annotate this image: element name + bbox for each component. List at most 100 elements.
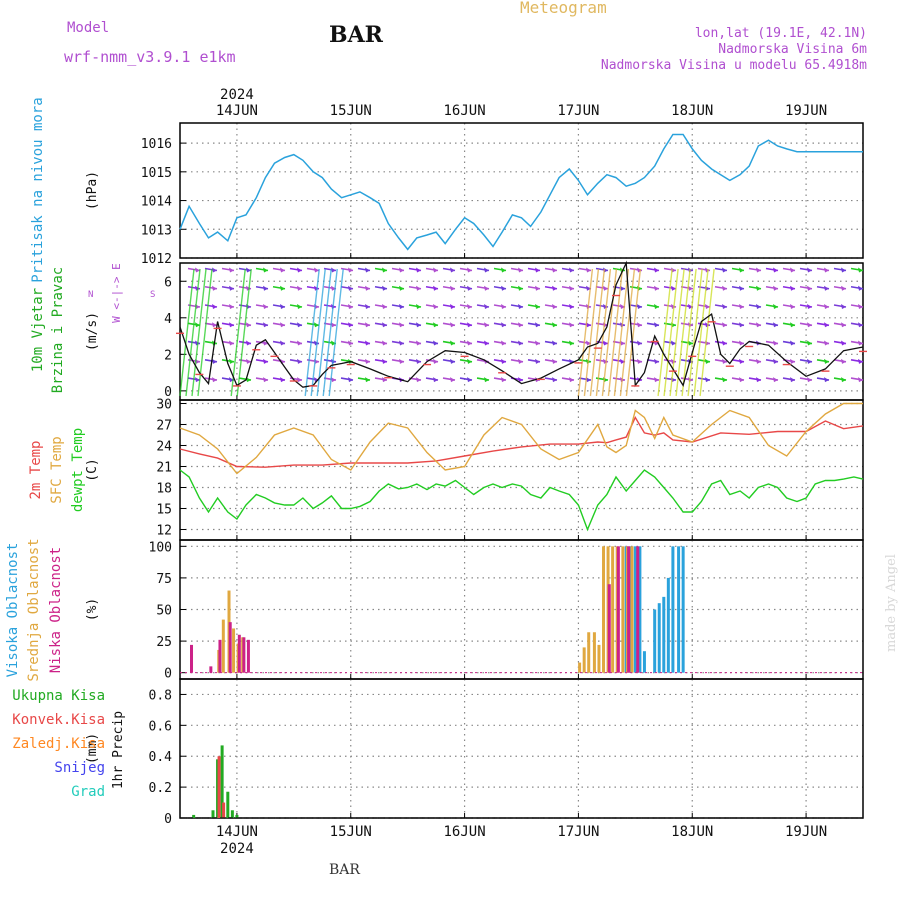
wind-arrow-head bbox=[773, 377, 778, 383]
wind-gust-stroke bbox=[185, 268, 201, 397]
precip-bar bbox=[230, 810, 234, 818]
wind-arrow-head bbox=[773, 267, 778, 273]
wind-arrow-head bbox=[518, 285, 523, 291]
wind-arrow-head bbox=[637, 340, 642, 346]
wind-arrow-head bbox=[858, 304, 863, 310]
wind-arrow-head bbox=[518, 322, 523, 328]
cloud-bar bbox=[642, 651, 646, 673]
wind-arrow-head bbox=[365, 322, 370, 328]
y-tick-label: 24 bbox=[156, 440, 172, 455]
wind-arrow-head bbox=[467, 267, 472, 273]
pressure-axis-label: Pritisak na nivou mora bbox=[30, 97, 46, 282]
wind-arrow-head bbox=[518, 358, 523, 364]
wind-arrow-head bbox=[450, 322, 455, 328]
precip-bar bbox=[222, 802, 226, 818]
wind-arrow-head bbox=[229, 304, 234, 310]
wind-arrow-head bbox=[501, 358, 506, 364]
wind-arrow-head bbox=[433, 304, 438, 310]
wind-arrow-head bbox=[654, 285, 659, 291]
wind-arrow-head bbox=[195, 377, 200, 383]
panel-frame-precipitation bbox=[179, 678, 864, 819]
wind-arrow-head bbox=[688, 304, 693, 310]
wind-arrow-head bbox=[620, 304, 625, 310]
wind-arrow-head bbox=[331, 285, 336, 291]
unit-label-precipitation: (mm) bbox=[85, 733, 100, 764]
cloud-bar bbox=[630, 546, 634, 673]
t2m-line bbox=[179, 415, 864, 468]
wind-arrow-head bbox=[586, 322, 591, 328]
wind-arrow-head bbox=[739, 285, 744, 291]
wind-arrow-head bbox=[212, 358, 217, 364]
wind-arrow-head bbox=[824, 340, 829, 346]
cloud-bar bbox=[638, 546, 642, 673]
wind-arrow-head bbox=[569, 322, 574, 328]
wind-arrow-head bbox=[671, 285, 676, 291]
wind-arrow-head bbox=[773, 304, 778, 310]
wind-arrow-head bbox=[773, 285, 778, 291]
top-date-label: 17JUN bbox=[557, 103, 599, 119]
bottom-date-label: 17JUN bbox=[557, 824, 599, 840]
wind-arrow-head bbox=[467, 322, 472, 328]
wind-gust-stroke bbox=[663, 268, 679, 397]
cloud-bar bbox=[627, 546, 631, 673]
wind-gust-stroke bbox=[230, 268, 246, 397]
wind-arrow-head bbox=[535, 340, 540, 346]
wind-arrow-head bbox=[739, 267, 744, 273]
wind-arrow-head bbox=[280, 377, 285, 383]
wind-arrow-head bbox=[722, 340, 727, 346]
wind-gust-stroke bbox=[577, 268, 594, 397]
wind-arrow-head bbox=[790, 340, 795, 346]
wind-gust-stroke bbox=[607, 268, 624, 397]
wind-arrow-head bbox=[416, 358, 421, 364]
cloud-bar bbox=[611, 546, 615, 673]
wind-arrow-head bbox=[824, 358, 829, 364]
wind-arrow-head bbox=[603, 304, 608, 310]
y-tick-label: 30 bbox=[156, 398, 172, 413]
y-tick-label: 18 bbox=[156, 482, 172, 497]
wind-arrow-head bbox=[484, 285, 489, 291]
wind-arrow-head bbox=[535, 267, 540, 273]
wind-arrow-head bbox=[535, 358, 540, 364]
cloud-bar bbox=[228, 622, 232, 673]
wind-arrow-head bbox=[212, 377, 217, 383]
wind-arrow-head bbox=[450, 340, 455, 346]
wind-arrow-head bbox=[807, 285, 812, 291]
wind-arrow-head bbox=[790, 304, 795, 310]
wind-gust-stroke bbox=[619, 268, 636, 397]
wind-arrow-head bbox=[263, 285, 268, 291]
wind-arrow-head bbox=[450, 358, 455, 364]
wind-arrow-head bbox=[212, 267, 217, 273]
wind-gust-stroke bbox=[310, 268, 326, 397]
y-tick-label: 25 bbox=[156, 635, 172, 650]
wind-arrow-head bbox=[773, 340, 778, 346]
wind-arrow-head bbox=[518, 267, 523, 273]
wind-arrow-head bbox=[501, 322, 506, 328]
wind-arrow-head bbox=[348, 377, 353, 383]
compass-north: N bbox=[88, 290, 93, 300]
wind-arrow-head bbox=[756, 322, 761, 328]
wind-arrow-head bbox=[603, 358, 608, 364]
low-cloud-axis-label: Niska Oblacnost bbox=[48, 547, 64, 673]
wind-arrow-head bbox=[739, 377, 744, 383]
cloud-bar bbox=[681, 546, 685, 673]
cloud-bar bbox=[607, 584, 611, 673]
y-tick-label: 12 bbox=[156, 524, 172, 539]
y-tick-label: 1013 bbox=[141, 223, 172, 238]
y-tick-label: 0 bbox=[164, 667, 172, 682]
y-tick-label: 27 bbox=[156, 419, 172, 434]
wind-arrow-head bbox=[620, 340, 625, 346]
wind-arrow-head bbox=[739, 340, 744, 346]
wind-arrow-head bbox=[790, 285, 795, 291]
wind-arrow-head bbox=[229, 285, 234, 291]
top-date-label: 15JUN bbox=[330, 103, 372, 119]
wind-arrow-head bbox=[518, 340, 523, 346]
wind-arrow-head bbox=[858, 340, 863, 346]
wind-arrow-head bbox=[348, 285, 353, 291]
wind-arrow-head bbox=[739, 358, 744, 364]
wind-gust-stroke bbox=[304, 268, 320, 397]
wind-arrow-head bbox=[450, 304, 455, 310]
wind-arrow-head bbox=[365, 267, 370, 273]
model-elevation: Nadmorska Visina u modelu 65.4918m bbox=[600, 58, 867, 73]
wind-arrow-head bbox=[382, 322, 387, 328]
wind-arrow-head bbox=[535, 304, 540, 310]
